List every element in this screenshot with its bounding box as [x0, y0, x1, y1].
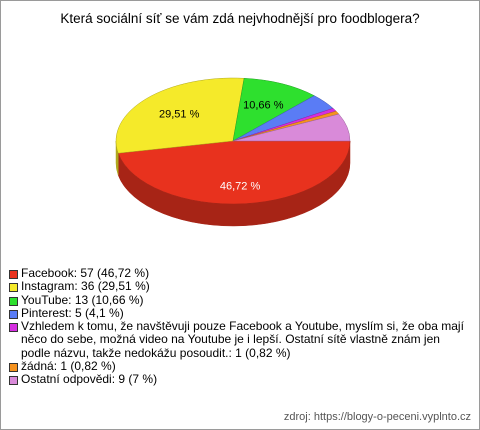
legend-swatch [9, 363, 18, 373]
legend-item: žádná: 1 (0,82 %) [9, 359, 471, 374]
legend-item: YouTube: 13 (10,66 %) [9, 292, 471, 307]
legend-swatch [9, 376, 18, 386]
slice [232, 78, 315, 142]
legend-label: Pinterest: 5 (4,1 %) [21, 305, 124, 320]
pie-area: 46,72 % 29,51 % 10,66 % [115, 77, 351, 227]
legend-item: Facebook: 57 (46,72 %) [9, 266, 471, 280]
slice-label: 10,66 % [243, 99, 284, 111]
source: zdroj: https://blogy-o-peceni.vyplnto.cz [283, 411, 471, 423]
slice [115, 77, 245, 154]
legend-item: Ostatní odpovědi: 9 (7 %) [9, 373, 471, 386]
slice [232, 113, 351, 142]
legend-label: Facebook: 57 (46,72 %) [21, 266, 150, 280]
legend-label: žádná: 1 (0,82 %) [21, 359, 116, 374]
legend-item: Pinterest: 5 (4,1 %) [9, 305, 471, 320]
legend-swatch [9, 323, 18, 333]
slice [117, 140, 351, 205]
legend-swatch [9, 309, 18, 319]
legend-swatch [9, 270, 18, 279]
legend-label: Vzhledem k tomu, že navštěvuji pouze Fac… [21, 319, 464, 360]
legend-swatch [9, 283, 18, 293]
legend-item: Instagram: 36 (29,51 %) [9, 280, 471, 293]
legend-label: YouTube: 13 (10,66 %) [21, 292, 144, 307]
legend: Facebook: 57 (46,72 %) Instagram: 36 (29,… [9, 266, 471, 387]
legend-item: Vzhledem k tomu, že navštěvuji pouze Fac… [9, 320, 471, 360]
chart-title: Která sociální síť se vám zdá nejvhodněj… [60, 11, 420, 26]
slice-label: 29,51 % [159, 109, 200, 121]
legend-label: Instagram: 36 (29,51 %) [21, 279, 150, 294]
slice-label: 46,72 % [220, 180, 261, 192]
legend-label: Ostatní odpovědi: 9 (7 %) [21, 372, 158, 387]
legend-swatch [9, 296, 18, 306]
